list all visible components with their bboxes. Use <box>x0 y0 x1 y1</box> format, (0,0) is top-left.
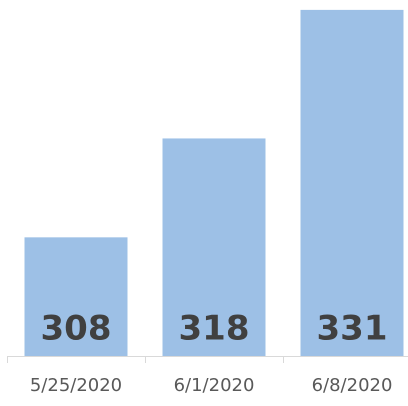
bar <box>162 138 266 356</box>
data-label: 318 <box>179 309 250 349</box>
x-tick-label: 6/8/2020 <box>312 375 393 396</box>
data-label: 308 <box>41 309 112 349</box>
x-tick-label: 6/1/2020 <box>174 375 255 396</box>
bar <box>300 9 404 357</box>
x-tick-label: 5/25/2020 <box>30 375 122 396</box>
bar <box>24 237 128 356</box>
data-label: 331 <box>317 309 388 349</box>
